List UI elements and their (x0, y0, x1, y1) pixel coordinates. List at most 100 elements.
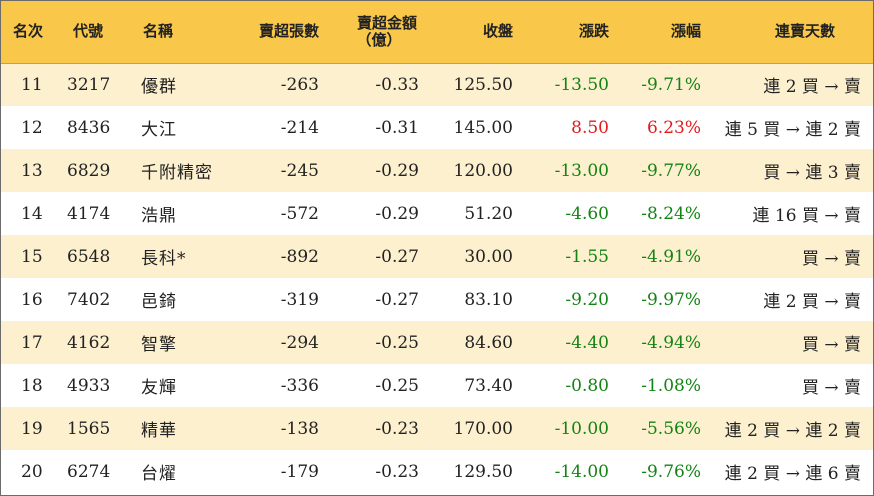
cell-sell-lots: -138 (280, 418, 319, 439)
cell-sell-amount: -0.31 (375, 117, 419, 138)
cell-name: 友輝 (141, 378, 177, 398)
table-row: 13 6829 千附精密 -245 -0.29 120.00 -13.00 -9.77% 買 →… (1, 149, 873, 192)
header-pct: 漲幅 (617, 1, 709, 64)
cell-pct: -9.76% (641, 461, 701, 482)
table-header: 名次 代號 名稱 賣超張數 賣超金額 （億） 收盤 漲跌 漲幅 連賣天數 (1, 1, 873, 64)
cell-days: 連 2 買 → 賣 (763, 292, 861, 312)
cell-sell-amount: -0.25 (375, 332, 419, 353)
header-sell-amount-line1: 賣超金額 (356, 13, 417, 32)
cell-pct: -5.56% (641, 418, 701, 439)
cell-name: 智擎 (141, 335, 177, 355)
cell-close: 73.40 (464, 375, 513, 396)
cell-days: 連 2 買 → 連 6 賣 (724, 464, 861, 484)
cell-sell-lots: -336 (280, 375, 319, 396)
cell-days: 連 5 買 → 連 2 賣 (724, 120, 861, 140)
cell-rank: 20 (21, 461, 43, 482)
table-row: 15 6548 長科* -892 -0.27 30.00 -1.55 -4.91% 買 → 賣 (1, 235, 873, 278)
cell-days: 連 16 買 → 賣 (752, 206, 862, 226)
cell-sell-amount: -0.25 (375, 375, 419, 396)
cell-sell-lots: -214 (280, 117, 319, 138)
cell-sell-amount: -0.29 (375, 160, 419, 181)
cell-close: 51.20 (464, 203, 513, 224)
cell-rank: 18 (21, 375, 43, 396)
cell-change: 8.50 (571, 117, 609, 138)
cell-code: 6548 (67, 246, 111, 267)
cell-name: 優群 (141, 77, 177, 98)
cell-days: 買 → 賣 (801, 378, 861, 398)
cell-rank: 19 (21, 418, 43, 439)
header-rank: 名次 (1, 1, 67, 64)
cell-change: -0.80 (565, 375, 609, 396)
header-sell-amount: 賣超金額 （億） (327, 1, 427, 64)
cell-code: 6274 (67, 461, 111, 482)
cell-code: 8436 (67, 117, 111, 138)
cell-close: 125.50 (453, 74, 513, 95)
header-row: 名次 代號 名稱 賣超張數 賣超金額 （億） 收盤 漲跌 漲幅 連賣天數 (1, 1, 873, 64)
cell-change: -9.20 (565, 289, 609, 310)
cell-rank: 16 (21, 289, 43, 310)
table-row: 12 8436 大江 -214 -0.31 145.00 8.50 6.23% 連 5 買 → … (1, 106, 873, 149)
table-row: 18 4933 友輝 -336 -0.25 73.40 -0.80 -1.08% 買 → 賣 (1, 364, 873, 407)
cell-days: 連 2 買 → 連 2 賣 (724, 421, 861, 441)
cell-rank: 15 (21, 246, 43, 267)
cell-pct: -9.77% (641, 160, 701, 181)
table-body: 11 3217 優群 -263 -0.33 125.50 -13.50 -9.71% 連 2 買… (1, 63, 873, 493)
cell-rank: 11 (21, 74, 43, 95)
cell-sell-lots: -892 (280, 246, 319, 267)
cell-code: 4933 (67, 375, 111, 396)
cell-close: 83.10 (464, 289, 513, 310)
table-row: 16 7402 邑錡 -319 -0.27 83.10 -9.20 -9.97% 連 2 買 →… (1, 278, 873, 321)
cell-code: 4174 (67, 203, 111, 224)
cell-code: 4162 (67, 332, 111, 353)
table-row: 17 4162 智擎 -294 -0.25 84.60 -4.40 -4.94% 買 → 賣 (1, 321, 873, 364)
cell-change: -4.40 (565, 332, 609, 353)
cell-pct: -4.91% (641, 246, 701, 267)
cell-name: 千附精密 (141, 163, 213, 183)
cell-name: 長科* (141, 249, 187, 269)
header-code: 代號 (67, 1, 137, 64)
cell-pct: 6.23% (646, 117, 701, 138)
table-row: 14 4174 浩鼎 -572 -0.29 51.20 -4.60 -8.24% 連 16 買 … (1, 192, 873, 235)
header-name: 名稱 (137, 1, 231, 64)
cell-rank: 12 (21, 117, 43, 138)
cell-pct: -4.94% (641, 332, 701, 353)
cell-code: 6829 (67, 160, 111, 181)
cell-change: -13.50 (554, 74, 609, 95)
header-sell-amount-line2: （億） (356, 30, 402, 49)
cell-close: 145.00 (453, 117, 513, 138)
cell-sell-amount: -0.27 (375, 289, 419, 310)
cell-close: 84.60 (464, 332, 513, 353)
cell-sell-lots: -319 (280, 289, 319, 310)
cell-days: 買 → 連 3 賣 (763, 163, 861, 183)
cell-sell-amount: -0.23 (375, 418, 419, 439)
cell-close: 170.00 (453, 418, 513, 439)
cell-pct: -9.97% (641, 289, 701, 310)
cell-sell-lots: -294 (280, 332, 319, 353)
cell-sell-amount: -0.33 (375, 74, 419, 95)
cell-close: 129.50 (453, 461, 513, 482)
cell-change: -13.00 (554, 160, 609, 181)
cell-name: 邑錡 (141, 292, 177, 312)
cell-days: 買 → 賣 (801, 249, 861, 269)
cell-sell-amount: -0.27 (375, 246, 419, 267)
cell-sell-lots: -263 (280, 74, 319, 95)
cell-name: 大江 (141, 120, 177, 140)
cell-code: 1565 (67, 418, 111, 439)
header-days: 連賣天數 (709, 1, 873, 64)
cell-name: 精華 (141, 421, 177, 441)
cell-sell-lots: -179 (280, 461, 319, 482)
header-close: 收盤 (427, 1, 521, 64)
cell-rank: 13 (21, 160, 43, 181)
cell-pct: -8.24% (641, 203, 701, 224)
table-row: 19 1565 精華 -138 -0.23 170.00 -10.00 -5.56% 連 2 買… (1, 407, 873, 450)
header-change: 漲跌 (521, 1, 617, 64)
cell-rank: 17 (21, 332, 43, 353)
cell-name: 台燿 (141, 464, 177, 484)
cell-change: -4.60 (565, 203, 609, 224)
cell-rank: 14 (21, 203, 43, 224)
cell-name: 浩鼎 (141, 206, 177, 226)
cell-sell-amount: -0.29 (375, 203, 419, 224)
cell-sell-lots: -572 (280, 203, 319, 224)
